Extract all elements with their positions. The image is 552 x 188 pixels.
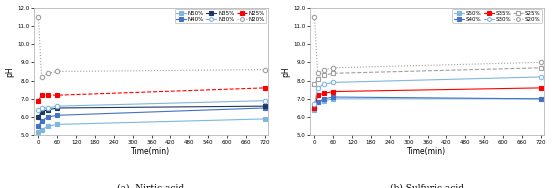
- S20%: [311, 16, 318, 18]
- N35%: [261, 105, 268, 107]
- N30%: [38, 107, 45, 109]
- S40%: [330, 96, 337, 98]
- N20%: [38, 76, 45, 78]
- N40%: [45, 116, 51, 118]
- Text: (a)  Nirtic acid: (a) Nirtic acid: [117, 184, 184, 188]
- N50%: [54, 123, 61, 126]
- Line: S25%: S25%: [312, 66, 543, 86]
- Line: N30%: N30%: [36, 99, 267, 112]
- N40%: [54, 114, 61, 116]
- S30%: [311, 103, 318, 105]
- N20%: [261, 68, 268, 71]
- S35%: [311, 107, 318, 109]
- Line: N40%: N40%: [36, 106, 267, 128]
- S50%: [537, 98, 544, 100]
- S20%: [330, 67, 337, 69]
- N35%: [54, 107, 61, 109]
- S25%: [537, 67, 544, 69]
- S35%: [537, 87, 544, 89]
- S25%: [330, 72, 337, 74]
- N30%: [45, 107, 51, 109]
- Line: N35%: N35%: [36, 104, 267, 119]
- N25%: [45, 94, 51, 96]
- N35%: [35, 116, 42, 118]
- Line: S35%: S35%: [312, 86, 543, 110]
- S25%: [311, 83, 318, 85]
- N25%: [38, 94, 45, 96]
- S20%: [321, 68, 327, 71]
- N25%: [261, 87, 268, 89]
- N40%: [261, 107, 268, 109]
- Line: S30%: S30%: [312, 75, 543, 107]
- N50%: [261, 118, 268, 120]
- N20%: [35, 16, 42, 18]
- N25%: [35, 99, 42, 102]
- Y-axis label: pH: pH: [6, 66, 14, 77]
- Line: S40%: S40%: [312, 95, 543, 110]
- S40%: [314, 101, 321, 104]
- Line: N50%: N50%: [36, 117, 267, 134]
- Text: (b) Sulfuric acid: (b) Sulfuric acid: [390, 184, 464, 188]
- S35%: [314, 94, 321, 96]
- Line: N20%: N20%: [36, 14, 267, 79]
- Y-axis label: pH: pH: [282, 66, 290, 77]
- N30%: [261, 99, 268, 102]
- Line: S50%: S50%: [312, 97, 543, 112]
- S40%: [537, 98, 544, 100]
- S30%: [314, 87, 321, 89]
- X-axis label: Time(min): Time(min): [407, 147, 447, 156]
- S50%: [321, 99, 327, 102]
- S35%: [321, 92, 327, 95]
- Line: N25%: N25%: [36, 86, 267, 103]
- Legend: N50%, N40%, N35%, N30%, N25%, N20%: N50%, N40%, N35%, N30%, N25%, N20%: [174, 9, 266, 23]
- S30%: [321, 83, 327, 85]
- N50%: [45, 125, 51, 127]
- N35%: [38, 111, 45, 113]
- S25%: [314, 78, 321, 80]
- S30%: [537, 76, 544, 78]
- N30%: [54, 105, 61, 107]
- N30%: [35, 109, 42, 111]
- S20%: [537, 61, 544, 64]
- N40%: [35, 125, 42, 127]
- S50%: [330, 98, 337, 100]
- N20%: [45, 72, 51, 74]
- N50%: [35, 131, 42, 133]
- Line: S20%: S20%: [312, 14, 543, 76]
- S40%: [321, 98, 327, 100]
- N25%: [54, 94, 61, 96]
- S40%: [311, 107, 318, 109]
- S50%: [314, 101, 321, 104]
- N50%: [38, 129, 45, 131]
- Legend: S50%, S40%, S35%, S30%, S25%, S20%: S50%, S40%, S35%, S30%, S25%, S20%: [453, 9, 542, 23]
- S50%: [311, 109, 318, 111]
- X-axis label: Time(min): Time(min): [131, 147, 171, 156]
- N35%: [45, 109, 51, 111]
- S25%: [321, 74, 327, 76]
- N20%: [54, 70, 61, 73]
- S20%: [314, 72, 321, 74]
- N40%: [38, 120, 45, 122]
- S35%: [330, 90, 337, 93]
- S30%: [330, 81, 337, 83]
